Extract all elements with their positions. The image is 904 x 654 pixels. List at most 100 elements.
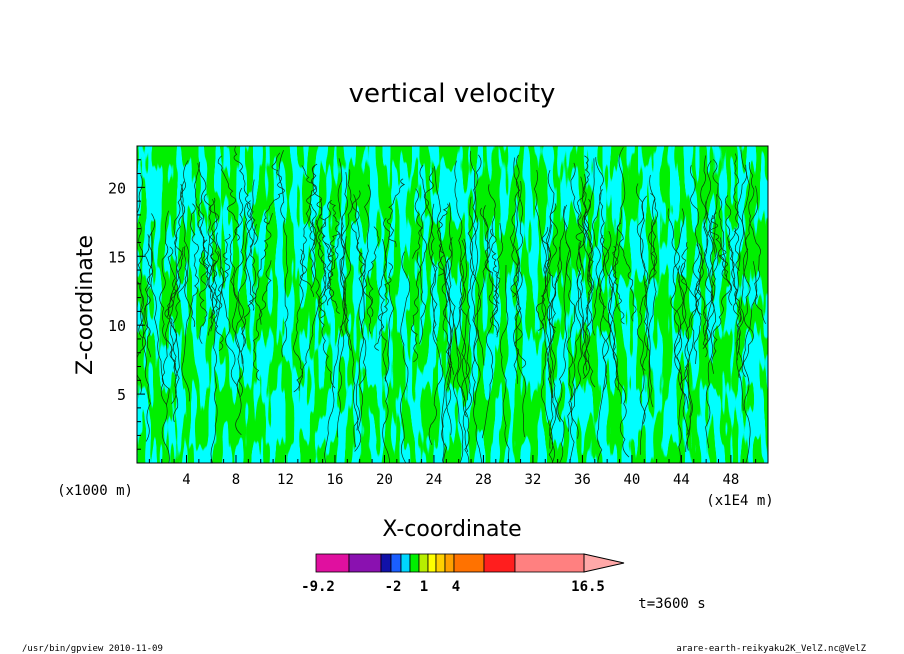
contour-line — [581, 158, 595, 380]
contour-line — [575, 155, 590, 242]
contour-line — [339, 169, 353, 351]
contour-line — [459, 238, 472, 463]
contour-line — [608, 147, 626, 391]
contour-line — [434, 166, 453, 436]
contour-line — [535, 227, 552, 331]
contour-line — [736, 164, 751, 411]
contour-field — [137, 146, 768, 463]
contour-line — [472, 154, 485, 366]
contour-line — [137, 221, 147, 394]
contour-line — [617, 222, 637, 322]
contour-line — [596, 231, 612, 463]
contour-line — [676, 265, 685, 463]
contour-line — [481, 222, 504, 439]
colorbar-swatch — [483, 553, 516, 573]
contour-line — [411, 251, 422, 363]
x-tick-label: 28 — [475, 472, 492, 488]
contour-line — [354, 184, 371, 452]
footer-left: /usr/bin/gpview 2010-11-09 — [22, 644, 163, 654]
y-unit-label: (x1000 m) — [57, 483, 133, 499]
contour-line — [748, 162, 766, 324]
x-tick-label: 44 — [673, 472, 690, 488]
contour-line — [547, 246, 561, 463]
colorbar-label: -2 — [385, 579, 402, 595]
contour-line — [412, 167, 434, 259]
contour-line — [550, 204, 567, 423]
contour-line — [469, 150, 481, 405]
x-axis-title: X-coordinate — [382, 517, 521, 542]
contour-line — [327, 199, 340, 263]
contour-line — [700, 155, 714, 345]
colorbar-label: 4 — [452, 579, 460, 595]
contour-line — [374, 262, 393, 351]
colorbar — [315, 553, 625, 573]
contour-line — [278, 150, 289, 358]
contour-line — [484, 184, 500, 335]
contour-line — [635, 183, 654, 408]
contour-line — [568, 242, 584, 463]
contour-line — [702, 160, 719, 350]
x-unit-label: (x1E4 m) — [706, 493, 773, 509]
contour-line — [197, 163, 214, 319]
contour-line — [164, 246, 177, 372]
contour-line — [382, 239, 395, 463]
contour-line — [437, 203, 449, 276]
contour-line — [353, 194, 366, 448]
contour-line — [581, 198, 596, 388]
contour-line — [194, 161, 212, 276]
contour-line — [203, 193, 219, 332]
contour-line — [674, 208, 692, 436]
y-tick-label: 5 — [117, 386, 126, 404]
contour-line — [734, 149, 747, 361]
contour-line — [471, 205, 489, 463]
contour-line — [419, 164, 438, 342]
contour-line — [591, 157, 604, 336]
contour-line — [570, 162, 589, 371]
contour-line — [608, 243, 630, 458]
x-tick-label: 8 — [232, 472, 240, 488]
contour-line — [598, 189, 612, 392]
x-tick-label: 20 — [376, 472, 393, 488]
contour-line — [215, 233, 231, 310]
y-tick-label: 20 — [108, 179, 126, 197]
contour-line — [144, 234, 153, 358]
contour-line — [453, 239, 468, 463]
colorbar-swatch — [427, 553, 437, 573]
colorbar-swatch — [453, 553, 485, 573]
colorbar-arrow — [583, 553, 625, 573]
field-cyan-regions — [137, 146, 768, 463]
contour-line — [680, 243, 703, 409]
colorbar-swatch — [409, 553, 420, 573]
y-axis-title: Z-coordinate — [73, 235, 98, 375]
contour-line — [210, 250, 224, 463]
plot-frame — [136, 145, 769, 464]
contour-line — [733, 153, 740, 271]
contour-line — [233, 146, 258, 246]
contour-line — [565, 242, 576, 432]
contour-line — [639, 174, 657, 455]
contour-line — [167, 246, 184, 423]
contour-line — [203, 197, 219, 293]
contour-line — [137, 174, 145, 339]
contour-line — [583, 174, 594, 291]
contour-line — [190, 203, 199, 328]
contour-line — [306, 163, 318, 246]
contour-line — [711, 237, 732, 374]
y-axis-ticks: 5 10 15 20 — [108, 159, 145, 450]
contour-line — [448, 202, 469, 453]
contour-line — [742, 261, 758, 463]
contour-line — [571, 240, 584, 439]
contour-line — [741, 185, 758, 378]
contour-line — [557, 206, 571, 463]
contour-line — [709, 212, 728, 278]
y-tick-label: 15 — [108, 248, 126, 266]
colorbar-swatch — [390, 553, 402, 573]
footer-right: arare-earth-reikyaku2K_VelZ.nc@VelZ — [676, 644, 866, 654]
contour-line — [509, 154, 521, 298]
x-tick-label: 4 — [182, 472, 190, 488]
contour-line — [648, 193, 658, 284]
contour-line — [180, 160, 191, 402]
contour-line — [639, 219, 658, 424]
colorbar-swatch — [514, 553, 585, 573]
